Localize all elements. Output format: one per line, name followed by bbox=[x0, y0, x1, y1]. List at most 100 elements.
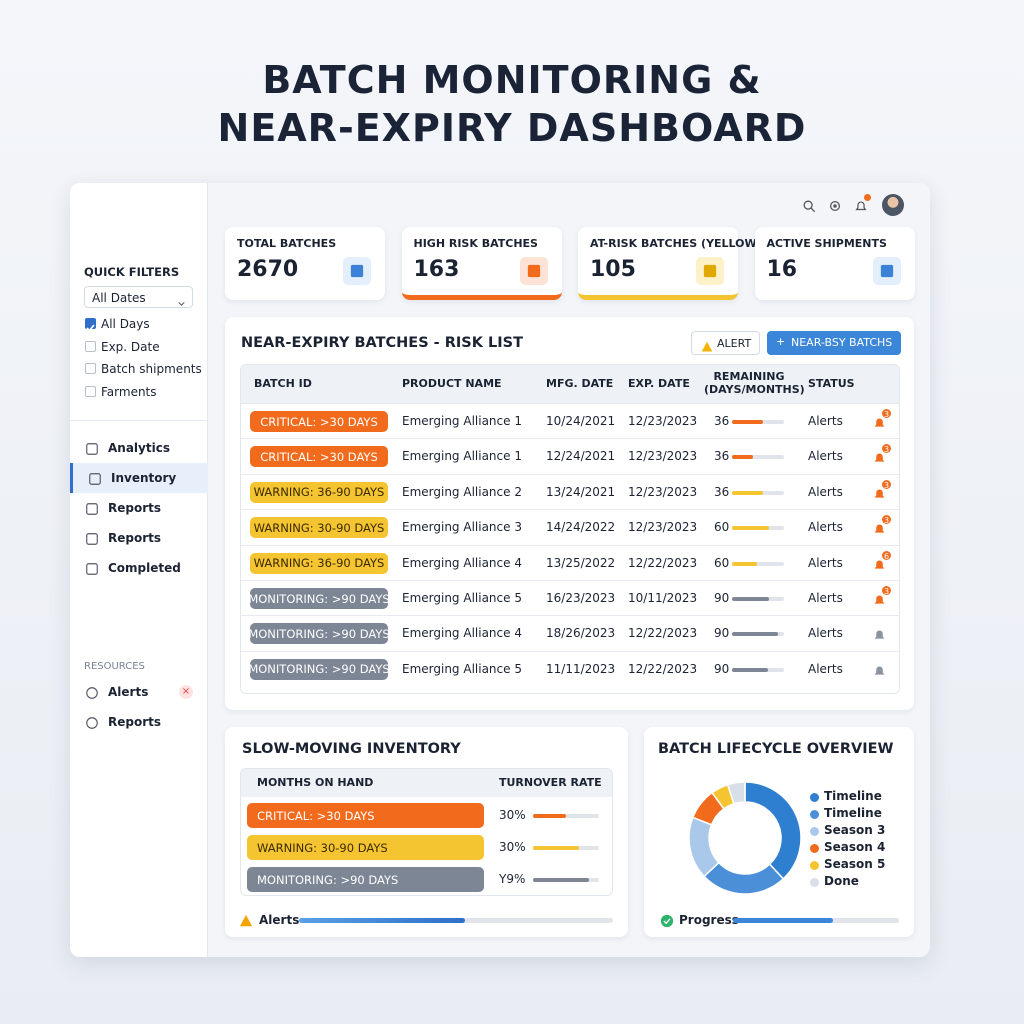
bar-track bbox=[732, 455, 784, 460]
icon-svg bbox=[86, 503, 98, 515]
checkbox[interactable] bbox=[85, 386, 96, 398]
checkbox[interactable] bbox=[85, 318, 96, 332]
turnover-rate: 30% bbox=[499, 840, 526, 854]
nav-item[interactable]: Completed bbox=[70, 553, 208, 583]
checkbox[interactable] bbox=[85, 363, 96, 375]
slow-table: MONTHS ON HAND TURNOVER RATE CRITICAL: >30… bbox=[240, 768, 613, 896]
legend-label: Timeline bbox=[824, 789, 882, 803]
alert-button[interactable]: ALERT bbox=[691, 331, 760, 355]
product-name: Emerging Alliance 1 bbox=[402, 449, 522, 464]
check bbox=[86, 324, 95, 332]
donut-segment bbox=[688, 816, 720, 878]
nav-item[interactable]: Reports bbox=[70, 523, 208, 553]
checkbox-label: Exp. Date bbox=[101, 339, 160, 354]
column-header: EXP. DATE bbox=[628, 377, 690, 390]
nav-item[interactable]: Inventory bbox=[70, 463, 208, 493]
icon bbox=[85, 441, 99, 455]
kpi-icon bbox=[343, 257, 371, 285]
status-text: Alerts bbox=[808, 591, 843, 605]
icon bbox=[85, 501, 99, 515]
kpi-value: 16 bbox=[766, 257, 798, 282]
product-name: Emerging Alliance 4 bbox=[402, 555, 522, 570]
kpi-label: ACTIVE SHIPMENTS bbox=[766, 237, 887, 250]
icon bbox=[85, 715, 99, 729]
primary-button[interactable]: + NEAR-BSY BATCHS bbox=[767, 331, 901, 355]
nav-label: Completed bbox=[108, 561, 181, 575]
nav-item[interactable]: Analytics bbox=[70, 433, 208, 463]
bell-icon bbox=[873, 556, 886, 569]
status-pill: WARNING: 36-90 DAYS bbox=[250, 552, 388, 574]
mfg-date: 12/24/2021 bbox=[546, 449, 616, 464]
product-name: Emerging Alliance 2 bbox=[402, 484, 522, 499]
donut-chart bbox=[688, 781, 802, 895]
risk-list-card: NEAR-EXPIRY BATCHES - RISK LIST ALERT + NEA… bbox=[225, 317, 914, 710]
mfg-date: 10/24/2021 bbox=[546, 414, 616, 428]
badge: 3 bbox=[881, 443, 892, 455]
bar-fill bbox=[533, 878, 590, 882]
donut-segment bbox=[703, 861, 785, 895]
bar-track bbox=[732, 490, 784, 495]
product-name: Emerging Alliance 3 bbox=[402, 520, 522, 535]
status-text: Alerts bbox=[808, 661, 843, 676]
resource-label: Reports bbox=[108, 715, 162, 729]
mfg-date: 13/24/2021 bbox=[546, 484, 616, 499]
icon-svg bbox=[350, 264, 364, 278]
resource-item[interactable]: Alerts × bbox=[70, 678, 208, 706]
check-icon bbox=[660, 913, 674, 928]
exp-date: 10/11/2023 bbox=[628, 591, 698, 605]
button-label[interactable]: + bbox=[776, 335, 786, 348]
icon bbox=[85, 561, 99, 575]
table-row: WARNING: 30-90 DAYS Emerging Alliance 3 14… bbox=[241, 509, 899, 544]
bar-track bbox=[533, 878, 599, 882]
progress-fill bbox=[733, 918, 833, 923]
bell-icon bbox=[873, 449, 886, 462]
column-header: MONTHS ON HAND bbox=[257, 776, 374, 789]
product-name: Emerging Alliance 5 bbox=[402, 591, 522, 605]
progress-track bbox=[733, 918, 899, 923]
icon-svg bbox=[86, 687, 98, 699]
remaining: 36 bbox=[714, 484, 730, 499]
kpi-card: TOTAL BATCHES 2670 bbox=[225, 227, 385, 300]
table-row: MONITORING: >90 DAYS Emerging Alliance 5 1… bbox=[241, 650, 899, 686]
footer-label: Alerts bbox=[259, 913, 300, 927]
icon-svg bbox=[660, 914, 674, 928]
status-pill: MONITORING: >90 DAYS bbox=[247, 867, 484, 892]
bar-fill bbox=[732, 526, 770, 531]
avatar[interactable] bbox=[882, 194, 904, 216]
button-label: NEAR-BSY BATCHS bbox=[791, 336, 893, 349]
bell-icon bbox=[873, 520, 886, 533]
nav-label: Analytics bbox=[108, 441, 170, 455]
remaining: 36 bbox=[714, 414, 730, 428]
icon-svg bbox=[874, 630, 885, 639]
badge: 3 bbox=[881, 585, 892, 596]
status-pill: WARNING: 30-90 DAYS bbox=[250, 517, 388, 539]
column-header: PRODUCT NAME bbox=[402, 377, 502, 390]
bell-icon bbox=[873, 591, 886, 604]
icon-svg bbox=[874, 524, 885, 533]
table-header bbox=[241, 365, 899, 403]
kpi-label: TOTAL BATCHES bbox=[237, 237, 337, 250]
checkbox-label: Farments bbox=[101, 385, 157, 400]
status-pill: CRITICAL: >30 DAYS bbox=[247, 803, 484, 828]
icon-svg bbox=[874, 560, 885, 569]
bar-fill bbox=[533, 846, 580, 850]
checkbox[interactable] bbox=[85, 340, 96, 352]
close-badge[interactable]: × bbox=[179, 685, 193, 699]
status-text: Alerts bbox=[808, 520, 843, 535]
lifecycle-card: BATCH LIFECYCLE OVERVIEW Timeline Timeline… bbox=[644, 727, 914, 937]
table-row: WARNING: 36-90 DAYS Emerging Alliance 4 13… bbox=[241, 544, 899, 580]
resource-item[interactable]: Reports bbox=[70, 708, 208, 736]
date-select[interactable]: All Dates bbox=[84, 286, 193, 308]
select-text: All Dates bbox=[92, 291, 146, 305]
mfg-date: 11/11/2023 bbox=[546, 661, 616, 676]
bar-fill bbox=[732, 561, 757, 566]
page-title: BATCH MONITORING & bbox=[262, 58, 762, 102]
status-text: Alerts bbox=[808, 414, 843, 428]
nav-item[interactable]: Reports bbox=[70, 493, 208, 523]
kpi-label: HIGH RISK BATCHES bbox=[413, 237, 538, 250]
exp-date: 12/23/2023 bbox=[628, 520, 698, 535]
kpi-label: AT-RISK BATCHES (YELLOW) bbox=[590, 237, 762, 250]
bar-track bbox=[533, 846, 599, 850]
remaining: 90 bbox=[714, 591, 730, 605]
